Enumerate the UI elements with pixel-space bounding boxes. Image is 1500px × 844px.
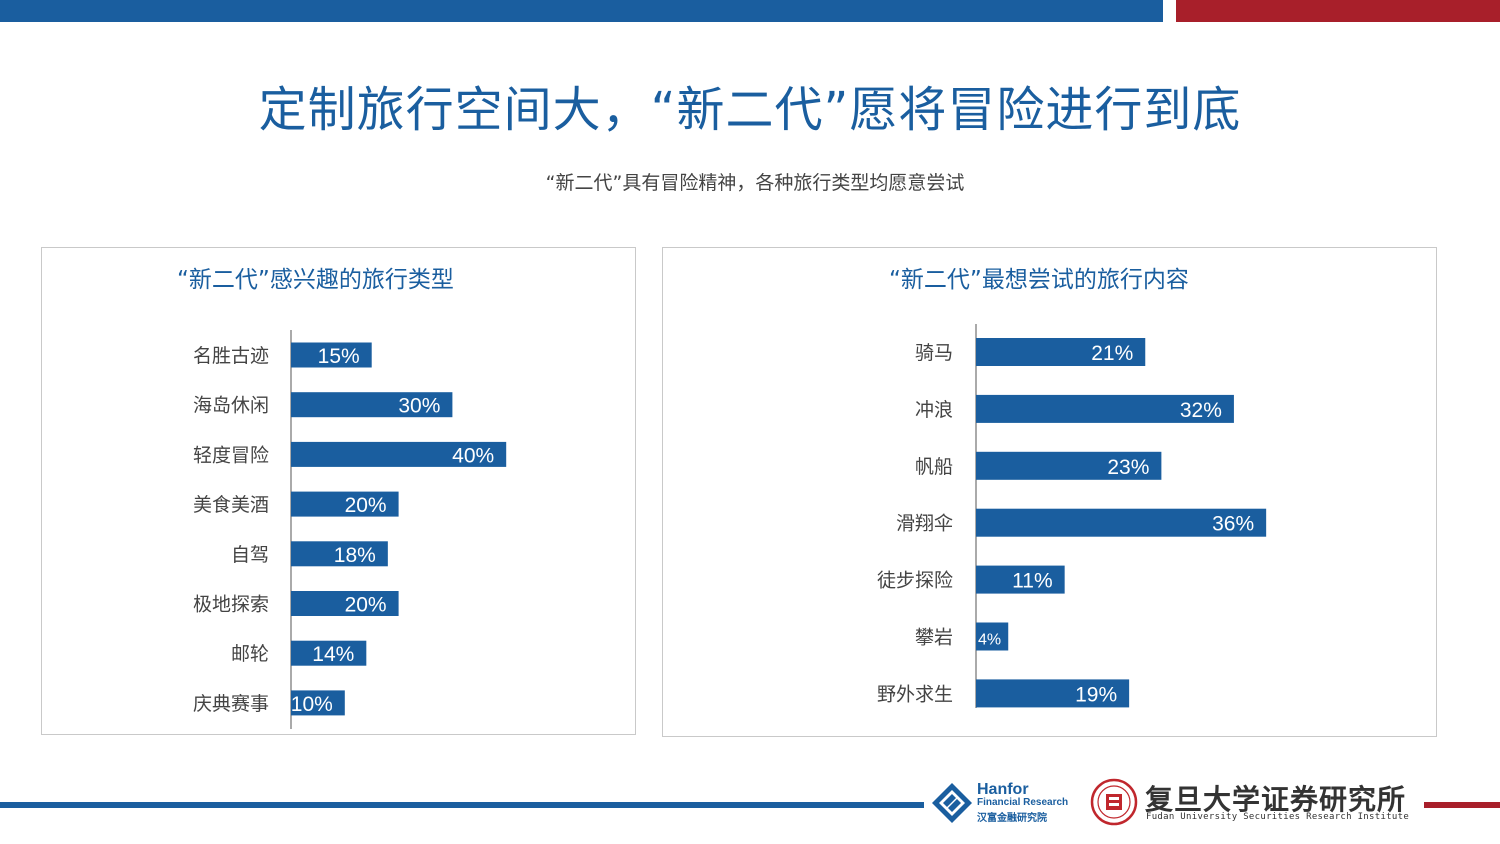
bar-5: [976, 565, 1065, 594]
category-label: 自驾: [231, 544, 269, 566]
category-label: 野外求生: [877, 683, 953, 705]
bar-3: [976, 451, 1162, 480]
category-label: 庆典赛事: [193, 693, 269, 715]
bar-6: [976, 622, 1009, 651]
category-label: 海岛休闲: [193, 395, 269, 417]
fudan-logo: 复旦大学证券研究所 Fudan University Securities Re…: [1090, 778, 1410, 828]
category-label: 名胜古迹: [193, 345, 269, 367]
bar-7: [976, 679, 1130, 708]
value-label: 14%: [312, 643, 354, 666]
bar-4: [976, 508, 1267, 537]
bar-3: [291, 441, 507, 467]
chart-panel-travel-content: “新二代”最想尝试的旅行内容 骑马 21% 冲浪 32% 帆船 23% 滑翔伞 36% 徒步探险…: [662, 247, 1437, 737]
bar-5: [291, 541, 388, 567]
bar-1: [976, 338, 1146, 366]
value-label: 15%: [318, 345, 360, 368]
value-label: 19%: [1075, 683, 1117, 706]
value-label: 18%: [334, 544, 376, 567]
hanfor-logo: Hanfor Financial Research 汉富金融研究院: [930, 781, 1080, 825]
fudan-seal-icon: [1090, 778, 1138, 826]
bar-8: [291, 690, 345, 716]
value-label: 20%: [345, 494, 387, 517]
page-title: 定制旅行空间大，“新二代”愿将冒险进行到底: [258, 82, 1242, 138]
category-label: 攀岩: [915, 627, 953, 649]
fudan-en: Fudan University Securities Research Ins…: [1146, 812, 1410, 822]
bar-6: [291, 591, 399, 616]
category-label: 邮轮: [231, 643, 269, 665]
hanfor-name: Hanfor: [977, 781, 1029, 798]
bar-chart-travel-content: 骑马 21% 冲浪 32% 帆船 23% 滑翔伞 36% 徒步探险 11% 攀岩 4% 野外求生 19%: [877, 324, 1267, 708]
bar-chart-travel-types: 名胜古迹 15% 海岛休闲 30% 轻度冒险 40% 美食美酒 20% 自驾 18% 极地探索 20%…: [193, 330, 507, 729]
bar-2: [976, 394, 1234, 423]
footer-line-blue: [0, 802, 924, 808]
hanfor-logo-icon: [932, 783, 972, 823]
category-label: 冲浪: [915, 399, 953, 421]
bar-4: [291, 491, 399, 517]
value-label: 20%: [345, 594, 387, 617]
hanfor-cn: 汉富金融研究院: [977, 813, 1047, 824]
fudan-cn: 复旦大学证券研究所: [1145, 783, 1407, 816]
value-label: 11%: [1012, 570, 1052, 593]
bar-1: [291, 342, 372, 368]
value-label: 4%: [978, 632, 1001, 649]
chart-title-travel-types: “新二代”感兴趣的旅行类型: [177, 267, 454, 293]
bar-2: [291, 392, 453, 418]
chart-title-travel-content: “新二代”最想尝试的旅行内容: [889, 267, 1189, 293]
category-label: 极地探索: [193, 594, 269, 616]
category-label: 轻度冒险: [193, 444, 269, 466]
bar-7: [291, 640, 367, 666]
hanfor-sub: Financial Research: [977, 797, 1069, 808]
page-subtitle: “新二代”具有冒险精神，各种旅行类型均愿意尝试: [545, 172, 965, 194]
footer-line-red: [1424, 802, 1500, 808]
value-label: 40%: [452, 444, 494, 467]
category-label: 美食美酒: [193, 494, 269, 516]
category-label: 徒步探险: [877, 570, 953, 592]
value-label: 23%: [1107, 456, 1149, 479]
value-label: 30%: [398, 395, 440, 418]
value-label: 32%: [1180, 399, 1222, 422]
value-label: 36%: [1212, 513, 1254, 536]
category-label: 帆船: [915, 456, 953, 478]
chart-panel-travel-types: “新二代”感兴趣的旅行类型 名胜古迹 15% 海岛休闲 30% 轻度冒险 40% 美食美酒 2…: [41, 247, 636, 735]
top-bar-blue: [0, 0, 1163, 22]
value-label: 10%: [291, 693, 333, 716]
value-label: 21%: [1091, 342, 1133, 365]
category-label: 骑马: [915, 342, 953, 364]
top-bar-red: [1176, 0, 1500, 22]
category-label: 滑翔伞: [896, 513, 953, 535]
